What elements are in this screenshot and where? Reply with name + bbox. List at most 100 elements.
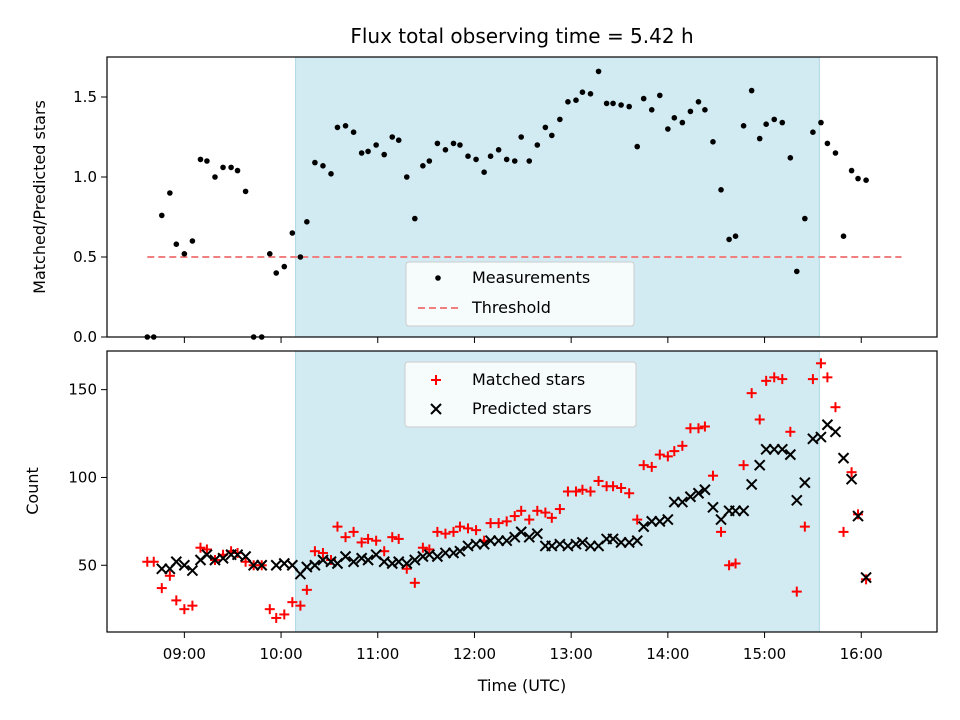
predicted-star-point	[386, 557, 398, 570]
measurement-point	[289, 230, 296, 236]
bottom-panel: 50 100 150 09:00 10:00 11:00 12:00 13:00 14:00 15…	[23, 350, 938, 695]
x-tick-label: 16:00	[840, 645, 883, 663]
measurement-point	[403, 174, 410, 180]
measurement-point	[526, 158, 533, 164]
measurement-point	[481, 169, 487, 175]
predicted-star-point	[515, 526, 527, 538]
top-plot-frame	[106, 56, 938, 338]
matched-star-point	[593, 475, 604, 486]
matched-star-point	[724, 560, 735, 571]
measurement-point	[793, 268, 800, 275]
measurement-point	[679, 119, 686, 126]
measurement-point	[212, 174, 218, 180]
matched-star-point	[363, 533, 374, 544]
measurement-point	[610, 100, 616, 107]
measurement-point	[726, 236, 732, 243]
measurement-point	[358, 150, 365, 156]
measurement-point	[495, 147, 502, 153]
measurement-point	[557, 116, 563, 123]
measurement-point	[158, 212, 165, 219]
x-tick-label: 10:00	[259, 645, 302, 663]
matched-star-point	[493, 518, 504, 529]
matched-star-point	[754, 414, 765, 425]
measurement-point	[266, 251, 273, 257]
bottom-y-axis-label: Count	[23, 467, 42, 515]
measurement-point	[320, 163, 326, 169]
matched-star-point	[777, 374, 788, 385]
matched-star-point	[424, 544, 435, 555]
measurement-point	[167, 190, 173, 196]
matched-star-point	[646, 461, 657, 472]
matched-star-point	[356, 537, 367, 548]
matched-star-point	[838, 526, 849, 537]
measurement-point	[832, 150, 839, 156]
predicted-star-point	[570, 538, 582, 550]
predicted-star-point	[170, 556, 183, 568]
matched-star-point	[532, 505, 543, 516]
predicted-star-point	[715, 513, 727, 526]
measurement-point	[450, 140, 457, 147]
predicted-star-point	[684, 491, 697, 503]
x-axis-label: Time (UTC)	[477, 676, 566, 695]
matched-star-point	[501, 516, 512, 527]
predicted-star-point	[447, 547, 460, 559]
predicted-star-point	[256, 559, 268, 571]
matched-star-point	[746, 388, 757, 399]
measurement-point	[787, 155, 794, 161]
bottom-y-tick-label: 50	[78, 556, 97, 574]
top-y-tick-label: 1.5	[73, 88, 97, 106]
measurement-point	[718, 187, 724, 193]
measurement-point	[855, 175, 861, 182]
predicted-star-point	[531, 527, 544, 540]
measurement-point	[511, 158, 518, 164]
measurement-point	[189, 238, 196, 244]
predicted-star-point	[754, 459, 766, 471]
matched-star-point	[332, 521, 343, 532]
matched-star-point	[287, 597, 298, 608]
measurement-point	[656, 92, 663, 99]
predicted-star-point	[325, 556, 337, 568]
matched-star-point	[471, 525, 482, 536]
measurement-point	[542, 124, 549, 131]
measurement-point	[665, 126, 671, 132]
measurement-point	[595, 68, 602, 75]
matched-star-point	[785, 426, 796, 437]
matched-star-point	[730, 558, 741, 569]
measurement-point	[328, 171, 334, 177]
predicted-star-point	[500, 534, 513, 547]
matched-star-point	[585, 486, 596, 497]
predicted-star-point	[662, 513, 674, 526]
measurement-point	[779, 119, 786, 126]
matched-star-point	[171, 595, 182, 606]
measurement-point	[840, 233, 847, 239]
measurement-point	[748, 87, 755, 94]
x-tick-label: 14:00	[646, 645, 689, 663]
matched-star-point	[570, 486, 581, 497]
legend-predicted-label: Predicted stars	[472, 399, 592, 418]
measurement-point	[802, 215, 808, 222]
predicted-star-point	[676, 496, 689, 508]
predicted-star-point	[860, 571, 872, 584]
measurement-point	[626, 103, 632, 110]
matched-star-point	[662, 451, 673, 462]
matched-star-point	[738, 460, 749, 471]
matched-star-point	[309, 546, 320, 557]
measurement-point	[197, 156, 204, 163]
matched-star-point	[195, 542, 206, 553]
matched-star-point	[187, 600, 198, 611]
predicted-star-point	[178, 559, 191, 571]
measurement-point	[173, 241, 180, 247]
matched-star-point	[179, 604, 190, 615]
matched-star-point	[317, 547, 328, 558]
predicted-star-point	[431, 550, 444, 563]
measurement-point	[863, 177, 869, 183]
x-tick-label: 13:00	[550, 645, 593, 663]
predicted-star-point	[478, 538, 490, 550]
legend-measurements-label: Measurements	[472, 268, 590, 287]
measurement-point	[710, 139, 716, 145]
matched-star-point	[417, 542, 428, 553]
predicted-star-point	[286, 559, 299, 571]
top-y-axis-label: Matched/Predicted stars	[30, 100, 49, 294]
measurement-point	[534, 142, 541, 148]
measurement-point	[818, 119, 824, 126]
